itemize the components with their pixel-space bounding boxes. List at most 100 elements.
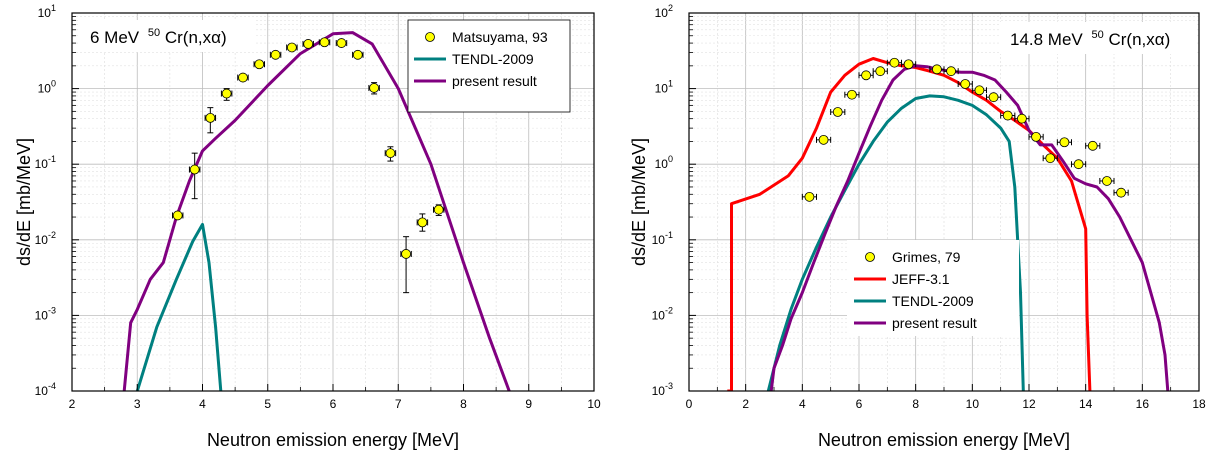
data-point-marker bbox=[1002, 110, 1013, 121]
left-legend-label-tendl: TENDL-2009 bbox=[452, 51, 534, 67]
right-title-reaction: Cr(n,xα) bbox=[1108, 30, 1170, 49]
left-chart-title: 6 MeV 50 Cr(n,xα) bbox=[80, 20, 255, 52]
y-tick-label: 10-3 bbox=[652, 381, 673, 398]
data-point-marker bbox=[889, 57, 900, 68]
x-tick-label: 0 bbox=[686, 397, 693, 411]
y-tick-mantissa: 10 bbox=[655, 82, 669, 96]
right-legend: Grimes, 79 JEFF-3.1 TENDL-2009 present r… bbox=[847, 240, 1019, 336]
right-legend-label-tendl: TENDL-2009 bbox=[892, 293, 974, 309]
data-point-marker bbox=[1017, 113, 1027, 124]
y-tick-exponent: 0 bbox=[668, 154, 673, 164]
right-data-point bbox=[830, 107, 846, 117]
left-title-mass: 50 bbox=[148, 27, 160, 39]
right-points bbox=[801, 57, 1129, 202]
data-point-marker bbox=[847, 89, 857, 100]
data-point-marker bbox=[1087, 140, 1098, 151]
left-title-main: 6 MeV bbox=[90, 28, 140, 47]
right-legend-label-points: Grimes, 79 bbox=[892, 249, 961, 265]
data-point-marker bbox=[832, 107, 843, 117]
left-series-tendl-2009-line bbox=[135, 222, 223, 391]
left-data-point bbox=[237, 72, 249, 83]
left-data-point bbox=[171, 210, 184, 221]
right-x-tick-labels: 0 2 4 6 8 10 12 14 16 18 bbox=[686, 397, 1206, 411]
left-x-tick-labels: 2 3 4 5 6 7 8 9 10 bbox=[69, 397, 601, 411]
right-data-point bbox=[1113, 187, 1129, 198]
right-x-axis-label: Neutron emission energy [MeV] bbox=[818, 430, 1070, 450]
right-y-axis-label: ds/dE [mb/MeV] bbox=[629, 138, 649, 266]
data-point-marker bbox=[238, 72, 248, 83]
y-tick-exponent: -2 bbox=[665, 305, 673, 315]
y-tick-label: 10-2 bbox=[35, 230, 56, 247]
x-tick-label: 12 bbox=[1022, 397, 1036, 411]
right-title-main: 14.8 MeV bbox=[1010, 30, 1083, 49]
x-tick-label: 2 bbox=[742, 397, 749, 411]
data-point-marker bbox=[270, 49, 281, 60]
y-tick-label: 10-4 bbox=[35, 381, 56, 398]
x-tick-label: 10 bbox=[966, 397, 980, 411]
left-legend-label-present: present result bbox=[452, 73, 537, 89]
data-point-marker bbox=[385, 148, 396, 159]
y-tick-mantissa: 10 bbox=[38, 82, 52, 96]
y-tick-mantissa: 10 bbox=[652, 233, 666, 247]
x-tick-label: 8 bbox=[460, 397, 467, 411]
data-point-marker bbox=[1073, 159, 1084, 170]
data-point-marker bbox=[401, 249, 411, 259]
left-data-point bbox=[302, 39, 314, 49]
data-point-marker bbox=[433, 204, 444, 215]
left-series bbox=[122, 31, 511, 391]
y-tick-mantissa: 10 bbox=[652, 384, 666, 398]
right-series-tendl-2009-line bbox=[766, 94, 1025, 391]
left-data-point bbox=[204, 107, 217, 134]
right-title-box bbox=[1000, 22, 1195, 54]
data-point-marker bbox=[417, 217, 428, 228]
data-point-marker bbox=[1059, 137, 1070, 148]
right-data-point bbox=[1099, 176, 1115, 186]
right-data-point bbox=[1028, 131, 1044, 142]
data-point-marker bbox=[818, 134, 829, 145]
right-legend-box bbox=[847, 240, 1019, 336]
y-tick-label: 101 bbox=[38, 3, 56, 20]
x-tick-label: 4 bbox=[199, 397, 206, 411]
left-points bbox=[171, 37, 445, 294]
right-series-jeff-3-1-line bbox=[727, 57, 1092, 391]
data-point-marker bbox=[804, 191, 815, 202]
data-point-marker bbox=[369, 83, 380, 93]
left-x-axis-label: Neutron emission energy [MeV] bbox=[207, 430, 459, 450]
right-data-point bbox=[901, 59, 917, 70]
right-title-mass: 50 bbox=[1092, 29, 1104, 41]
y-tick-label: 10-2 bbox=[652, 305, 673, 322]
y-tick-mantissa: 10 bbox=[652, 308, 666, 322]
data-point-marker bbox=[254, 59, 265, 70]
right-data-point bbox=[801, 191, 817, 202]
svg-text:14.8 MeV 50 Cr: 14.8 MeV 50 Cr(n,xα) bbox=[1010, 23, 1170, 49]
y-tick-exponent: -2 bbox=[48, 230, 56, 240]
right-data-point bbox=[1085, 140, 1101, 151]
y-tick-label: 102 bbox=[655, 3, 673, 20]
right-data-point bbox=[957, 79, 973, 89]
left-y-axis-label: ds/dE [mb/MeV] bbox=[14, 138, 34, 266]
left-data-point bbox=[352, 49, 364, 60]
x-tick-label: 5 bbox=[264, 397, 271, 411]
data-point-marker bbox=[1031, 131, 1041, 142]
left-data-point bbox=[335, 38, 348, 48]
y-tick-mantissa: 10 bbox=[35, 157, 49, 171]
svg-text:6 MeV 50 Cr(n,: 6 MeV 50 Cr(n,xα) bbox=[90, 21, 227, 47]
data-point-marker bbox=[205, 112, 216, 123]
data-point-marker bbox=[932, 64, 942, 75]
left-title-box bbox=[80, 20, 255, 52]
right-data-point bbox=[1071, 159, 1087, 170]
right-data-point bbox=[816, 134, 832, 145]
y-tick-label: 100 bbox=[655, 154, 673, 171]
x-tick-label: 6 bbox=[856, 397, 863, 411]
y-tick-mantissa: 10 bbox=[655, 6, 669, 20]
data-point-marker bbox=[1102, 176, 1112, 186]
y-tick-label: 100 bbox=[38, 79, 56, 96]
data-point-marker bbox=[319, 37, 330, 48]
left-data-point bbox=[432, 204, 445, 216]
right-data-point bbox=[1056, 137, 1072, 148]
x-tick-label: 4 bbox=[799, 397, 806, 411]
x-tick-label: 10 bbox=[587, 397, 601, 411]
